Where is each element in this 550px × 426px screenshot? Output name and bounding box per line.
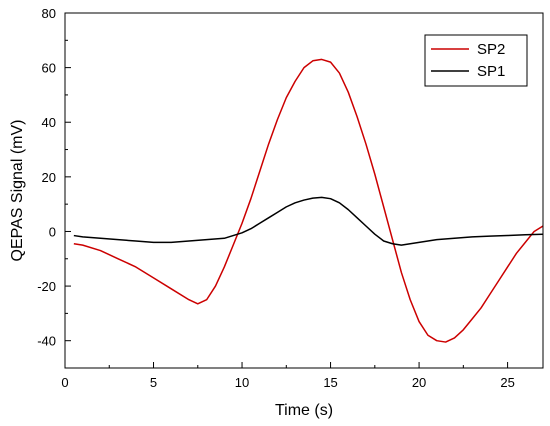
y-tick-label: -20 bbox=[37, 279, 56, 294]
legend-label-sp2: SP2 bbox=[477, 41, 505, 58]
y-tick-label: 20 bbox=[42, 170, 56, 185]
legend-box bbox=[424, 34, 528, 87]
legend-label-sp1: SP1 bbox=[477, 63, 505, 80]
plot-frame bbox=[64, 12, 544, 369]
x-tick-label: 0 bbox=[61, 375, 68, 390]
x-axis-label: Time (s) bbox=[275, 402, 333, 419]
series-line-sp2 bbox=[73, 58, 543, 343]
y-tick-label: 80 bbox=[42, 6, 56, 21]
x-tick-label: 25 bbox=[500, 375, 514, 390]
y-tick-label: 0 bbox=[49, 224, 56, 239]
y-tick-label: 60 bbox=[42, 61, 56, 76]
y-tick-label: 40 bbox=[42, 115, 56, 130]
y-tick-label: -40 bbox=[37, 334, 56, 349]
x-tick-label: 10 bbox=[235, 375, 249, 390]
x-tick-label: 20 bbox=[412, 375, 426, 390]
x-tick-label: 15 bbox=[323, 375, 337, 390]
axes-layer: 0 5 10 15 20 25 -40 -20 0 20 40 60 80 Time (s) QEPAS S… bbox=[9, 6, 544, 419]
marks-layer bbox=[73, 58, 543, 343]
y-axis-label: QEPAS Signal (mV) bbox=[9, 120, 26, 262]
series-line-sp1 bbox=[73, 196, 543, 246]
x-tick-label: 5 bbox=[150, 375, 157, 390]
